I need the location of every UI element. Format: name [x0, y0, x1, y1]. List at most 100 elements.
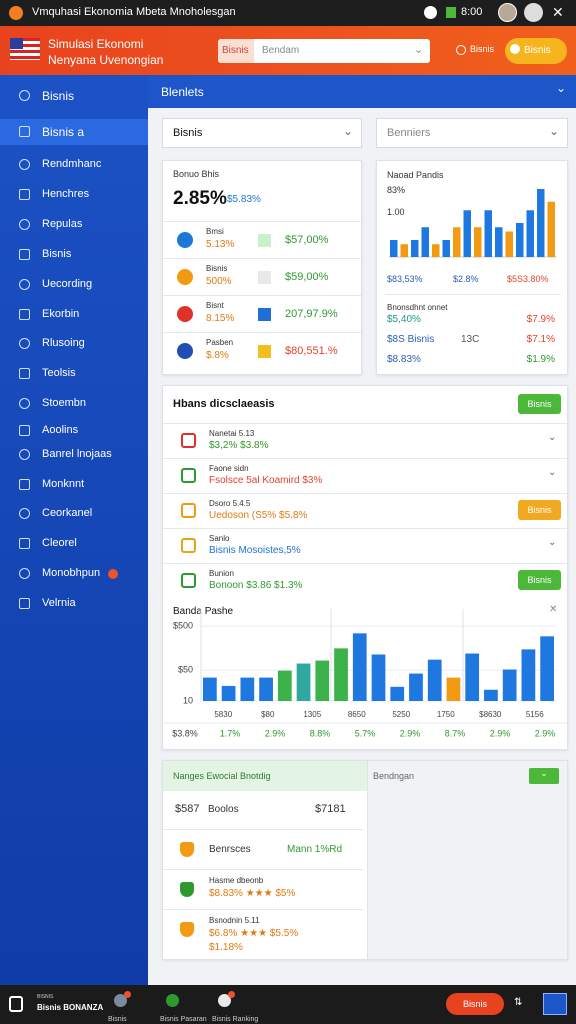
chevron: ⌄: [548, 467, 557, 478]
row-icon: [180, 842, 194, 857]
sidebar-item-selected[interactable]: Bisnis a: [0, 119, 148, 145]
sidebar-label: Monknnt: [42, 478, 85, 490]
close-icon[interactable]: ✕: [549, 604, 558, 615]
panel-title: Hbans dicsclaeasis: [173, 398, 275, 410]
bar: [390, 240, 398, 257]
footer-label: 8.7%: [445, 728, 466, 738]
row-extra: $1.18%: [209, 942, 243, 953]
sidebar-label: Cleorel: [42, 537, 77, 549]
sidebar-item[interactable]: Cleorel: [0, 531, 148, 557]
avatar[interactable]: [498, 3, 517, 22]
bar: [409, 673, 423, 701]
sidebar-icon: [19, 538, 30, 549]
summary-right: $7.9%: [526, 314, 555, 325]
header-link[interactable]: Bisnis: [470, 44, 495, 54]
card: Naoad Pandis 83% 1.00 $83,53% $2.8% $5S3.80% B…: [376, 160, 568, 375]
close-button[interactable]: ✕: [552, 4, 564, 20]
logo-text: BISNIS: [37, 994, 54, 1000]
button-icon: [510, 44, 520, 54]
sidebar-item[interactable]: Teolsis: [0, 361, 148, 387]
sidebar-item[interactable]: Monknnt: [0, 472, 148, 498]
sidebar-icon: [19, 126, 30, 137]
sidebar-item[interactable]: Rlusoing: [0, 331, 148, 357]
bar: [296, 663, 311, 701]
deal-row[interactable]: Sanlo Bisnis Mosoistes,5% ⌄: [163, 528, 567, 563]
deal-label: Nanetai 5.13: [209, 429, 255, 438]
tab[interactable]: Bisnis Ranking: [208, 985, 260, 1024]
deal-sub: Uedoson (S5% $5.8%: [209, 510, 308, 521]
deal-sub: Bisnis Mosoistes,5%: [209, 545, 301, 556]
bar: [537, 189, 545, 257]
list-row[interactable]: Benrsces Mann 1%Rd: [163, 829, 363, 869]
deal-row[interactable]: Dsoro 5.4.5 Uedoson (S5% $5.8% Bisnis: [163, 493, 567, 528]
avatar[interactable]: [524, 3, 543, 22]
sidebar-item[interactable]: Henchres: [0, 182, 148, 208]
search-box[interactable]: Bisnis Bendam ⌄: [218, 39, 430, 63]
dropdown[interactable]: Bisnis ⌄: [162, 118, 362, 148]
bar: [400, 244, 408, 257]
sidebar-item[interactable]: Velrnia: [0, 591, 148, 617]
sidebar-label: Bisnis a: [42, 125, 85, 139]
bar: [484, 689, 498, 701]
bar: [484, 210, 492, 257]
sidebar-item[interactable]: Bisnis: [0, 83, 148, 109]
deal-row[interactable]: Faone sidn Fsolsce 5al Koamird $3% ⌄: [163, 458, 567, 493]
deal-button[interactable]: Bisnis: [518, 500, 561, 520]
bar: [465, 653, 480, 701]
tab-label: Bisnis: [108, 1016, 127, 1023]
sidebar-item[interactable]: Bisnis: [0, 242, 148, 268]
chevron: ⌄: [342, 124, 353, 138]
brand-text: Bisnis BONANZA: [37, 1003, 104, 1012]
deal-row[interactable]: Nanetai 5.13 $3,2% $3.8% ⌄: [163, 423, 567, 458]
list-row[interactable]: Bsnodnin 5.11 $6.8% ★★★ $5.5% $1.18%: [163, 909, 363, 953]
sidebar-icon: [19, 368, 30, 379]
notification-dot: [228, 991, 235, 998]
sidebar-item[interactable]: Banrel lnojaas: [0, 442, 148, 468]
tab[interactable]: Bisnis: [104, 985, 156, 1024]
bar: [221, 685, 236, 701]
x-tick-label: 5156: [526, 710, 544, 719]
bottom-button[interactable]: Bisnis: [446, 993, 504, 1015]
footer-label: 1.7%: [220, 728, 241, 738]
dropdown[interactable]: Benniers ⌄: [376, 118, 568, 148]
deal-row[interactable]: Bunion Bonoon $3.86 $1.3% Bisnis: [163, 563, 567, 598]
sidebar-item[interactable]: Repulas: [0, 212, 148, 238]
color-swatch: [258, 308, 271, 321]
sidebar-item[interactable]: Rendmhanc: [0, 152, 148, 178]
deal-label: Faone sidn: [209, 464, 249, 473]
card: Bonuo Bhis 2.85% $5.83% Bmsi 5.13% $57,00% Bis…: [162, 160, 362, 375]
icon[interactable]: ⇅: [514, 997, 523, 1008]
dropdown-button[interactable]: ⌄: [529, 768, 559, 784]
axis-label: 83%: [387, 185, 406, 195]
app-name: Simulasi Ekonomi: [48, 37, 144, 51]
sidebar-item[interactable]: Uecording: [0, 272, 148, 298]
sidebar-item[interactable]: Ceorkanel: [0, 501, 148, 527]
panel-button[interactable]: Bisnis: [518, 394, 561, 414]
tab[interactable]: Bisnis Pasaran: [156, 985, 208, 1024]
deal-sub: Fsolsce 5al Koamird $3%: [209, 475, 323, 486]
chart-svg: $500 $50 10 5830 $80 1305 8650 5250 1750 $8630 515…: [163, 609, 567, 738]
bar: [277, 670, 292, 701]
summary-mid: 13C: [461, 334, 480, 345]
sidebar-label: Velrnia: [42, 597, 76, 609]
icon-button[interactable]: [543, 993, 567, 1015]
y-tick-label: 10: [183, 695, 193, 705]
sidebar-icon: [19, 279, 30, 290]
sidebar-item[interactable]: Monobhpun: [0, 561, 148, 587]
bar: [334, 648, 348, 701]
sidebar-item[interactable]: Ekorbin: [0, 302, 148, 328]
divider: [385, 294, 561, 295]
sidebar-item[interactable]: Aoolins: [0, 418, 148, 444]
row-label: Bsnodnin 5.11: [209, 916, 260, 925]
chevron[interactable]: ⌄: [556, 81, 567, 95]
list-row[interactable]: Hasme dbeonb $8.83% ★★★ $5%: [163, 869, 363, 909]
row-sub: $6.8% ★★★ $5.5%: [209, 928, 299, 939]
tab-icon: [166, 994, 179, 1007]
bar: [446, 677, 461, 701]
head-mid: Boolos: [208, 804, 239, 815]
deal-button[interactable]: Bisnis: [518, 570, 561, 590]
x-tick-label: 5250: [392, 710, 410, 719]
chevron: ⌄: [548, 432, 557, 443]
sidebar-item[interactable]: Stoembn: [0, 391, 148, 417]
